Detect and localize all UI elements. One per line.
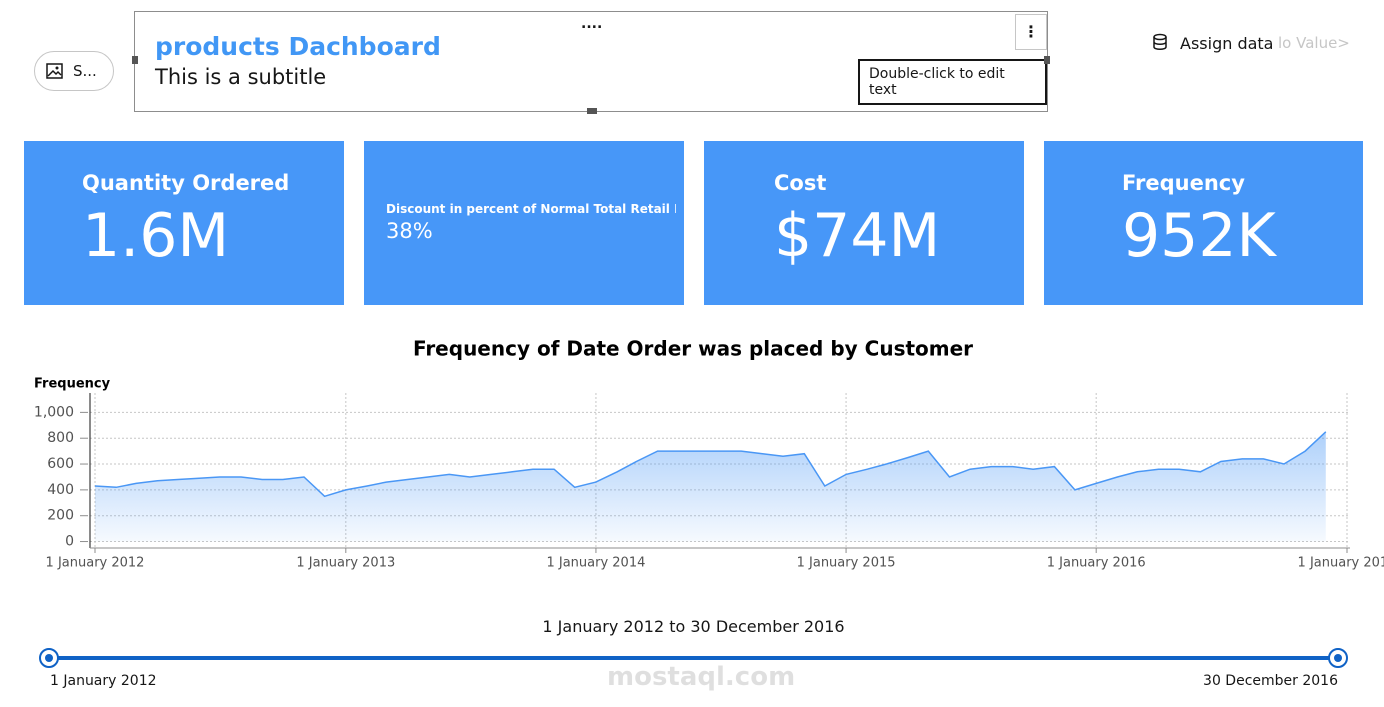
kpi-card[interactable]: Quantity Ordered 1.6M (24, 141, 344, 305)
kpi-label: Discount in percent of Normal Total Reta… (386, 202, 676, 216)
x-tick-label: 1 January 2013 (296, 556, 395, 571)
line (94, 431, 1327, 498)
kpi-value: 952K (1122, 201, 1276, 271)
x-tick-label: 1 January 2017 (1298, 556, 1384, 571)
y-tick-label: 800 (47, 430, 74, 446)
resize-handle[interactable] (132, 56, 138, 64)
slider-range-label: 1 January 2012 to 30 December 2016 (542, 617, 845, 636)
slider-handle[interactable] (1328, 648, 1348, 668)
x-tick-label: 1 January 2014 (546, 556, 645, 571)
kebab-menu[interactable]: ⋮ (1015, 14, 1047, 50)
header-subtitle: This is a subtitle (155, 65, 327, 89)
tooltip: Double-click to edit text (858, 59, 1047, 105)
y-tick-label: 600 (47, 456, 74, 472)
slider-start-label: 1 January 2012 (50, 673, 157, 689)
watermark: mostaql.com (607, 662, 796, 692)
kpi-label: Quantity Ordered (82, 171, 290, 195)
kpi-card[interactable]: Discount in percent of Normal Total Reta… (364, 141, 684, 305)
kpi-label: Frequency (1122, 171, 1245, 195)
drag-handle[interactable]: .... (581, 16, 603, 32)
area (95, 431, 1326, 542)
image-button-label: S... (73, 62, 97, 80)
database-icon (1153, 33, 1167, 50)
kpi-value: 38% (386, 219, 433, 243)
image-button[interactable]: S... (34, 51, 114, 91)
header-title: products Dachboard (155, 32, 441, 61)
y-tick-label: 400 (47, 482, 74, 498)
kpi-card[interactable]: Cost $74M (704, 141, 1024, 305)
resize-handle[interactable] (1044, 56, 1050, 64)
value-hint: lo Value> (1278, 34, 1350, 52)
header-box[interactable]: products Dachboard This is a subtitle ..… (132, 11, 1050, 114)
chart-title: Frequency of Date Order was placed by Cu… (413, 337, 973, 361)
kpi-value: $74M (774, 201, 941, 271)
chart: Frequency of Date Order was placed by Cu… (34, 337, 1384, 571)
resize-handle[interactable] (587, 108, 597, 114)
kpi-card[interactable]: Frequency 952K (1044, 141, 1363, 305)
slider-end-label: 30 December 2016 (1203, 673, 1338, 689)
kpi-label: Cost (774, 171, 827, 195)
y-axis-label: Frequency (34, 377, 111, 392)
y-tick-label: 200 (47, 508, 74, 524)
x-tick-label: 1 January 2015 (797, 556, 896, 571)
y-tick-label: 0 (65, 534, 74, 550)
slider-track[interactable] (49, 656, 1339, 660)
x-tick-label: 1 January 2012 (46, 556, 145, 571)
x-tick-label: 1 January 2016 (1047, 556, 1146, 571)
image-icon (46, 63, 63, 79)
kpi-value: 1.6M (82, 201, 230, 271)
y-tick-label: 1,000 (34, 404, 74, 420)
assign-data-label: Assign data (1180, 34, 1274, 53)
slider-handle[interactable] (39, 648, 59, 668)
